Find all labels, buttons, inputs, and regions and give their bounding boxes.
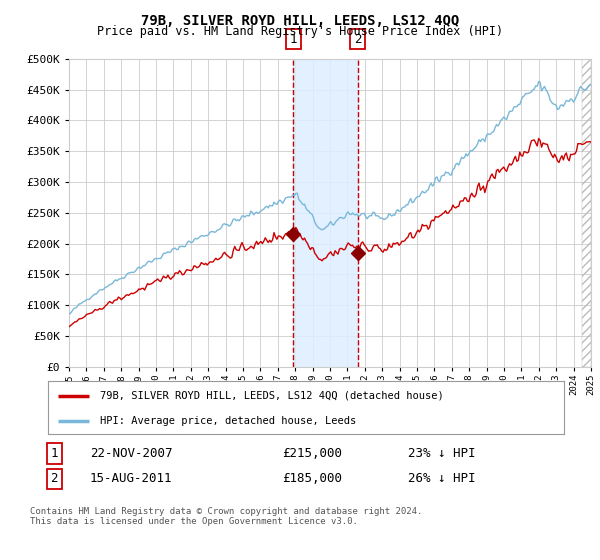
Text: 2: 2: [50, 472, 58, 486]
Text: Contains HM Land Registry data © Crown copyright and database right 2024.
This d: Contains HM Land Registry data © Crown c…: [30, 507, 422, 526]
Text: 1: 1: [290, 32, 297, 46]
Text: £215,000: £215,000: [282, 447, 342, 460]
Text: 15-AUG-2011: 15-AUG-2011: [90, 472, 173, 486]
Text: 79B, SILVER ROYD HILL, LEEDS, LS12 4QQ: 79B, SILVER ROYD HILL, LEEDS, LS12 4QQ: [141, 14, 459, 28]
Text: Price paid vs. HM Land Registry's House Price Index (HPI): Price paid vs. HM Land Registry's House …: [97, 25, 503, 38]
Text: 26% ↓ HPI: 26% ↓ HPI: [408, 472, 476, 486]
Text: 22-NOV-2007: 22-NOV-2007: [90, 447, 173, 460]
Text: 79B, SILVER ROYD HILL, LEEDS, LS12 4QQ (detached house): 79B, SILVER ROYD HILL, LEEDS, LS12 4QQ (…: [100, 391, 443, 401]
Text: £185,000: £185,000: [282, 472, 342, 486]
Text: 2: 2: [354, 32, 362, 46]
Bar: [293, 59, 358, 367]
Text: 23% ↓ HPI: 23% ↓ HPI: [408, 447, 476, 460]
Text: HPI: Average price, detached house, Leeds: HPI: Average price, detached house, Leed…: [100, 416, 356, 426]
Text: 1: 1: [50, 447, 58, 460]
